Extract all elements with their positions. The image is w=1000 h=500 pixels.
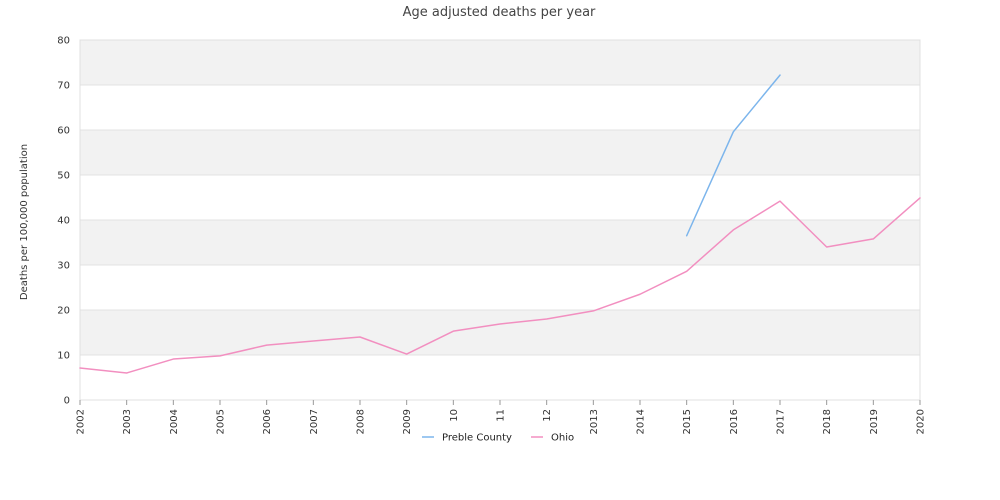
x-tick-label: 2008	[356, 409, 367, 434]
x-tick-label: 2014	[636, 409, 647, 434]
x-tick-label: 2006	[262, 409, 273, 434]
x-tick-label: 2017	[776, 409, 787, 434]
plot-band	[80, 310, 920, 355]
plot-band	[80, 265, 920, 310]
y-tick-label: 10	[57, 351, 70, 362]
y-axis-ticks: 0 10 20 30 40 50 60 70 80	[57, 36, 70, 407]
y-tick-label: 50	[57, 171, 70, 182]
x-tick-label: 2013	[589, 409, 600, 434]
plot-band	[80, 175, 920, 220]
legend-entry[interactable]: Ohio	[551, 433, 574, 444]
x-tick-label: 11	[496, 409, 507, 422]
x-tick-label: 2003	[122, 409, 133, 434]
x-tick-label: 2002	[76, 409, 87, 434]
x-tick-label: 2009	[402, 409, 413, 434]
legend-entry[interactable]: Preble County	[442, 433, 512, 444]
x-tick-label: 2015	[682, 409, 693, 434]
plot-band	[80, 85, 920, 130]
x-axis-ticks: 2002 2003 2004 2005 2006 2007 2008 2009 10 11 12 20…	[76, 400, 927, 434]
plot-band	[80, 220, 920, 265]
x-tick-label: 2007	[309, 409, 320, 434]
plot-band	[80, 130, 920, 175]
x-tick-label: 2019	[869, 409, 880, 434]
plot-bands	[80, 40, 920, 400]
chart-title: Age adjusted deaths per year	[403, 5, 596, 20]
x-tick-label: 12	[542, 409, 553, 422]
series-line-preble-county	[685, 74, 781, 237]
y-tick-label: 30	[57, 261, 70, 272]
legend: Preble County Ohio	[422, 433, 574, 444]
x-tick-label: 2018	[822, 409, 833, 434]
x-tick-label: 2004	[169, 409, 180, 434]
plot-band	[80, 355, 920, 400]
x-tick-label: 2016	[729, 409, 740, 434]
y-tick-label: 70	[57, 81, 70, 92]
x-tick-label: 2020	[916, 409, 927, 434]
x-tick-label: 10	[449, 409, 460, 422]
y-axis-label: Deaths per 100,000 population	[19, 144, 30, 300]
y-tick-label: 60	[57, 126, 70, 137]
plot-band	[80, 40, 920, 85]
y-tick-label: 40	[57, 216, 70, 227]
x-tick-label: 2005	[216, 409, 227, 434]
series-lines	[79, 74, 921, 374]
y-tick-label: 0	[64, 396, 70, 407]
y-tick-label: 80	[57, 36, 70, 47]
series-line-ohio	[79, 197, 921, 374]
y-tick-label: 20	[57, 306, 70, 317]
